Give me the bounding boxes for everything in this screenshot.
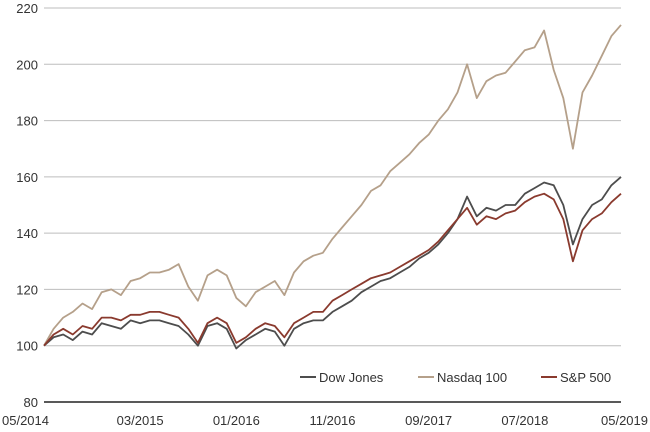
y-tick-label-100: 100	[16, 339, 38, 354]
legend-label-dow-jones: Dow Jones	[319, 370, 384, 385]
y-tick-label-160: 160	[16, 170, 38, 185]
x-tick-label-05-2019: 05/2019	[601, 413, 648, 428]
legend-item-sp-500: S&P 500	[541, 370, 611, 385]
legend-item-nasdaq-100: Nasdaq 100	[418, 370, 507, 385]
x-tick-label-07-2018: 07/2018	[501, 413, 548, 428]
y-tick-label-220: 220	[16, 1, 38, 16]
x-tick-label-05-2014: 05/2014	[2, 413, 49, 428]
y-tick-label-200: 200	[16, 57, 38, 72]
y-tick-label-120: 120	[16, 282, 38, 297]
x-tick-label-03-2015: 03/2015	[117, 413, 164, 428]
legend-label-nasdaq-100: Nasdaq 100	[437, 370, 507, 385]
x-tick-label-01-2016: 01/2016	[213, 413, 260, 428]
legend: Dow Jones Nasdaq 100 S&P 500	[300, 370, 611, 385]
x-tick-label-09-2017: 09/2017	[405, 413, 452, 428]
y-tick-label-140: 140	[16, 226, 38, 241]
series-lines	[43, 24, 622, 350]
series-line-s-p-500	[43, 192, 622, 347]
legend-item-dow-jones: Dow Jones	[300, 370, 384, 385]
x-tick-labels: 05/2014 03/2015 01/2016 11/2016 09/2017 07/20…	[2, 413, 648, 428]
series-line-nasdaq-100	[43, 24, 622, 347]
y-tick-label-80: 80	[24, 395, 38, 410]
x-tick-label-11-2016: 11/2016	[309, 413, 355, 428]
legend-label-sp-500: S&P 500	[560, 370, 611, 385]
series-line-dow-jones	[43, 176, 622, 350]
y-tick-labels: 80 100 120 140 160 180 200 220	[16, 1, 38, 410]
y-tick-label-180: 180	[16, 114, 38, 129]
gridlines	[44, 7, 621, 347]
